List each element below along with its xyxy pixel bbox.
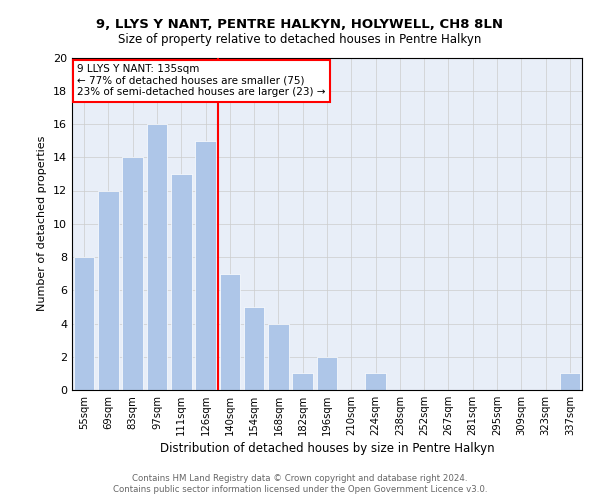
Bar xyxy=(98,190,119,390)
Bar xyxy=(244,307,265,390)
Bar xyxy=(146,124,167,390)
Bar xyxy=(560,374,580,390)
Bar xyxy=(365,374,386,390)
Bar xyxy=(122,157,143,390)
Y-axis label: Number of detached properties: Number of detached properties xyxy=(37,136,47,312)
Text: Contains HM Land Registry data © Crown copyright and database right 2024.
Contai: Contains HM Land Registry data © Crown c… xyxy=(113,474,487,494)
Bar xyxy=(292,374,313,390)
Bar xyxy=(195,140,216,390)
X-axis label: Distribution of detached houses by size in Pentre Halkyn: Distribution of detached houses by size … xyxy=(160,442,494,455)
Bar xyxy=(74,257,94,390)
Text: 9 LLYS Y NANT: 135sqm
← 77% of detached houses are smaller (75)
23% of semi-deta: 9 LLYS Y NANT: 135sqm ← 77% of detached … xyxy=(77,64,326,98)
Text: Size of property relative to detached houses in Pentre Halkyn: Size of property relative to detached ho… xyxy=(118,32,482,46)
Bar xyxy=(220,274,240,390)
Bar xyxy=(171,174,191,390)
Bar xyxy=(317,357,337,390)
Text: 9, LLYS Y NANT, PENTRE HALKYN, HOLYWELL, CH8 8LN: 9, LLYS Y NANT, PENTRE HALKYN, HOLYWELL,… xyxy=(97,18,503,30)
Bar xyxy=(268,324,289,390)
